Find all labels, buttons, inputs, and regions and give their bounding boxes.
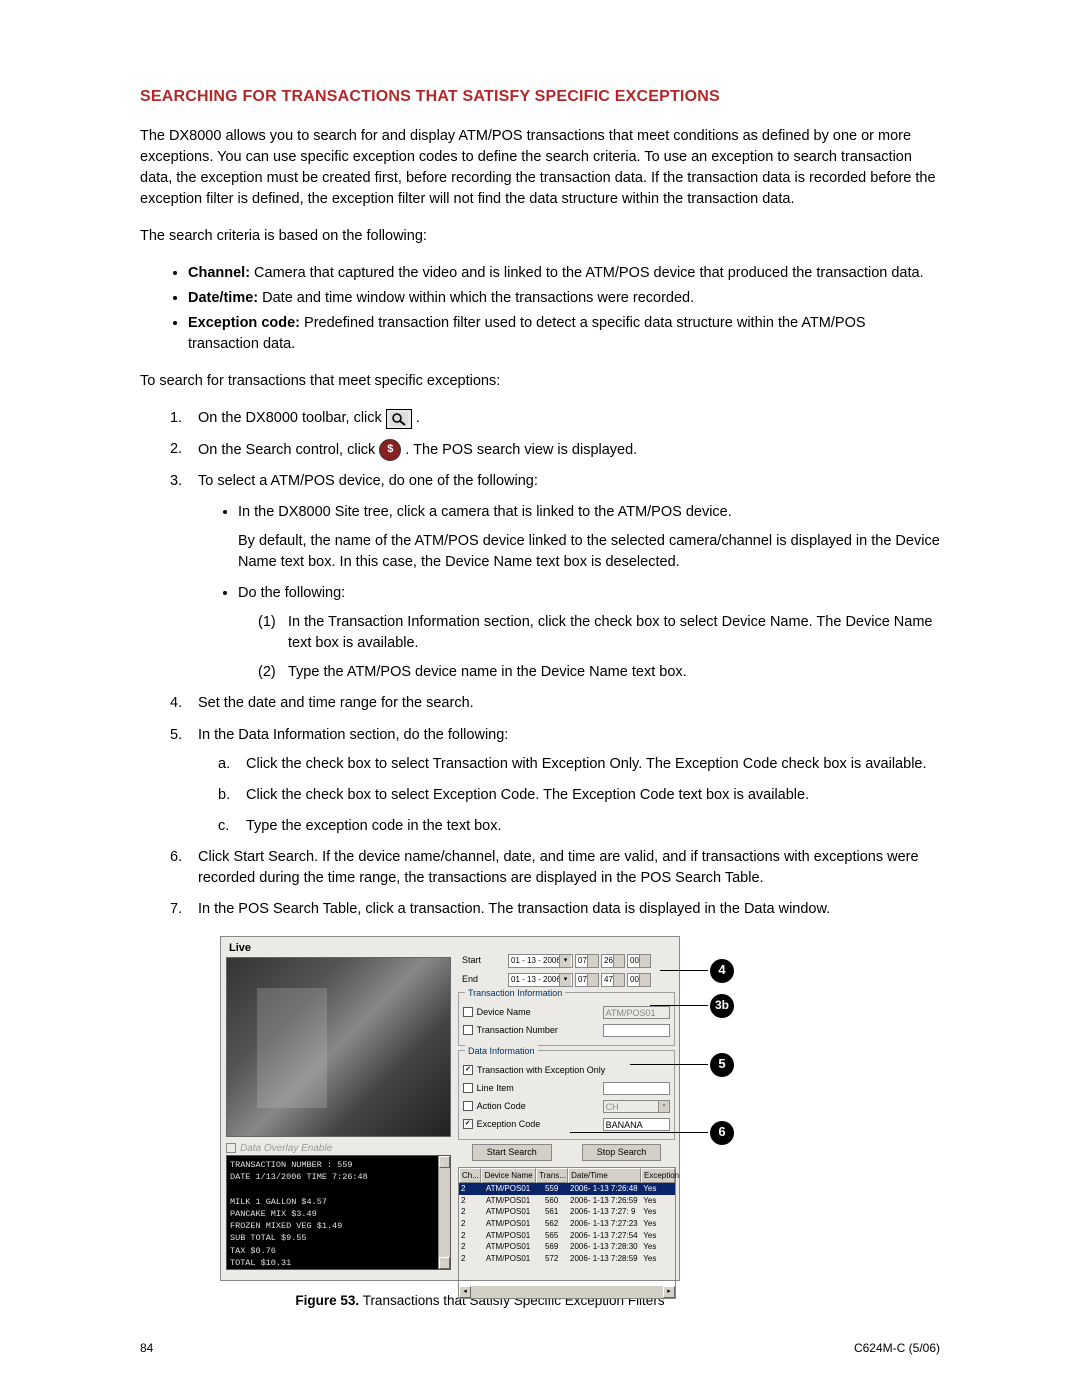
exception-only-checkbox[interactable]: ✓ [463,1065,473,1075]
table-row[interactable]: 2ATM/POS015622006- 1-13 7:27:23Yes [459,1218,675,1230]
steps-intro: To search for transactions that meet spe… [140,371,940,392]
trans-number-label: Transaction Number [477,1024,603,1037]
start-min[interactable]: 26 [601,954,625,968]
start-hour[interactable]: 07 [575,954,599,968]
end-hour[interactable]: 07 [575,973,599,987]
action-code-field[interactable]: CH [603,1100,670,1113]
page-number: 84 [140,1340,153,1357]
video-preview [226,957,451,1137]
criteria-datetime-text: Date and time window within which the tr… [258,290,694,306]
step3-text: To select a ATM/POS device, do one of th… [198,473,538,489]
callout-3b: 3b [710,994,734,1018]
end-date[interactable]: 01 - 13 - 2006 [508,973,573,987]
criteria-channel-label: Channel: [188,265,250,281]
criteria-exception-label: Exception code: [188,315,300,331]
step5b: Click the check box to select Exception … [218,785,940,806]
step3-sub2: Type the ATM/POS device name in the Devi… [258,662,940,683]
step7-text: In the POS Search Table, click a transac… [170,899,940,920]
step5c: Type the exception code in the text box. [218,816,940,837]
page-footer: 84 C624M-C (5/06) [140,1340,940,1357]
table-row[interactable]: 2ATM/POS015612006- 1-13 7:27: 9Yes [459,1206,675,1218]
end-min[interactable]: 47 [601,973,625,987]
start-sec[interactable]: 00 [627,954,651,968]
steps-list: On the DX8000 toolbar, click . On the Se… [140,408,940,919]
callout-4: 4 [710,959,734,983]
step2-text-a: On the Search control, click [198,442,379,458]
table-row[interactable]: 2ATM/POS015592006- 1-13 7:26:48Yes [459,1183,675,1195]
action-code-label: Action Code [477,1100,603,1113]
start-label: Start [458,954,508,967]
step3-sub1: In the Transaction Information section, … [258,612,940,654]
end-label: End [458,973,508,986]
col-ch[interactable]: Ch... [459,1168,481,1184]
table-row[interactable]: 2ATM/POS015602006- 1-13 7:26:59Yes [459,1195,675,1207]
step5-text: In the Data Information section, do the … [198,727,508,743]
criteria-channel-text: Camera that captured the video and is li… [250,265,924,281]
step4-text: Set the date and time range for the sear… [170,693,940,714]
exception-code-checkbox[interactable]: ✓ [463,1119,473,1129]
line-item-field[interactable] [603,1082,670,1095]
step1-text-a: On the DX8000 toolbar, click [198,410,386,426]
trans-number-checkbox[interactable] [463,1025,473,1035]
start-date[interactable]: 01 - 13 - 2006 [508,954,573,968]
pos-search-icon: $ [379,439,401,461]
line-item-checkbox[interactable] [463,1083,473,1093]
step2-text-b: . The POS search view is displayed. [405,442,637,458]
callout-6: 6 [710,1121,734,1145]
di-title: Data Information [465,1045,538,1058]
line-item-label: Line Item [477,1082,603,1095]
col-exception[interactable]: Exception [641,1168,675,1184]
criteria-list: Channel: Camera that captured the video … [140,263,940,355]
table-row[interactable]: 2ATM/POS015692006- 1-13 7:28:30Yes [459,1241,675,1253]
criteria-intro: The search criteria is based on the foll… [140,226,940,247]
intro-paragraph: The DX8000 allows you to search for and … [140,126,940,210]
figure-wrap: Live Data Overlay Enable TRANSACTION NUM… [220,936,740,1311]
doc-number: C624M-C (5/06) [854,1340,940,1357]
table-row[interactable]: 2ATM/POS015652006- 1-13 7:27:54Yes [459,1230,675,1242]
section-title: SEARCHING FOR TRANSACTIONS THAT SATISFY … [140,85,940,108]
col-datetime[interactable]: Date/Time [568,1168,641,1184]
fig-live-label: Live [229,941,251,957]
step3-bullet1: In the DX8000 Site tree, click a camera … [238,504,732,520]
callout-5: 5 [710,1053,734,1077]
trans-number-field[interactable] [603,1024,670,1037]
device-name-checkbox[interactable] [463,1007,473,1017]
criteria-datetime-label: Date/time: [188,290,258,306]
step1-text-b: . [416,410,420,426]
step6-text: Click Start Search. If the device name/c… [170,847,940,889]
pos-search-table[interactable]: Ch... Device Name Trans... Date/Time Exc… [458,1167,676,1300]
device-name-label: Device Name [477,1006,603,1019]
end-sec[interactable]: 00 [627,973,651,987]
table-row[interactable]: 2ATM/POS015722006- 1-13 7:28:59Yes [459,1253,675,1265]
figure-screenshot: Live Data Overlay Enable TRANSACTION NUM… [220,936,680,1281]
ti-title: Transaction Information [465,987,565,1000]
transaction-info-group: Transaction Information Device Name ATM/… [458,992,675,1046]
data-window: TRANSACTION NUMBER : 559DATE 1/13/2006 T… [226,1155,451,1270]
col-device[interactable]: Device Name [481,1168,536,1184]
stop-search-button[interactable]: Stop Search [582,1144,662,1161]
col-trans[interactable]: Trans... [536,1168,568,1184]
step3-bullet2: Do the following: [238,585,345,601]
step3-bullet1-para: By default, the name of the ATM/POS devi… [238,531,940,573]
action-code-checkbox[interactable] [463,1101,473,1111]
start-search-button[interactable]: Start Search [472,1144,552,1161]
search-toolbar-icon [386,409,412,429]
step5a: Click the check box to select Transactio… [218,754,940,775]
